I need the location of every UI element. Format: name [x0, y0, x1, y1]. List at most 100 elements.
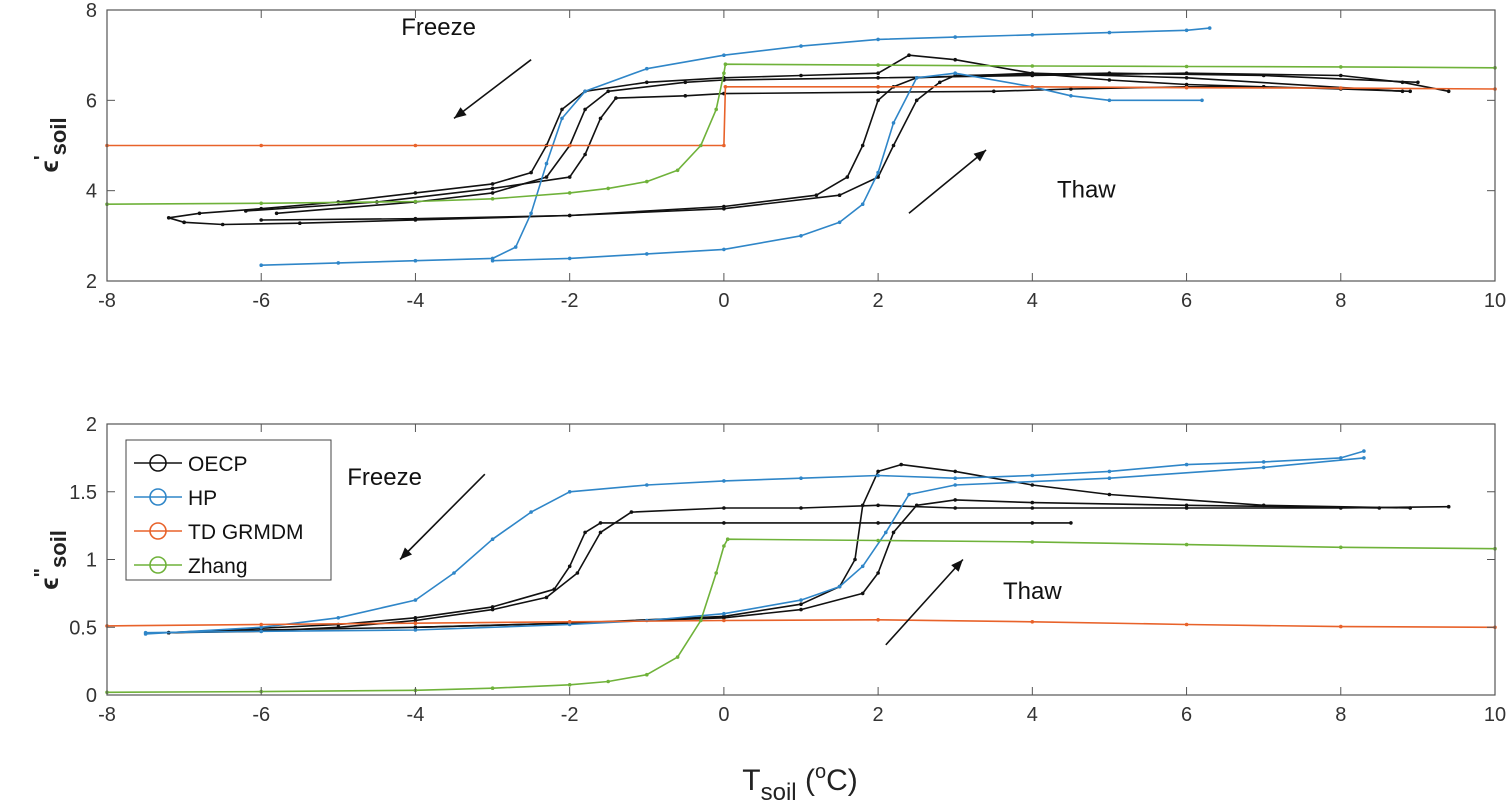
bottom-oecp-point: [413, 618, 418, 623]
top-td-grmdm-point: [876, 85, 880, 89]
bottom-hp-point: [1261, 460, 1266, 464]
top-oecp-point: [953, 57, 957, 62]
bottom-oecp-point: [891, 530, 896, 535]
bottom-oecp-point: [598, 521, 603, 525]
top-hp-point: [891, 121, 896, 125]
legend-item-hp: HP: [134, 487, 217, 510]
top-oecp-point: [1261, 73, 1266, 78]
legend-items: OECP HP TD GRMDM Zhang: [134, 453, 303, 578]
bottom-series-hp: [143, 449, 1366, 636]
top-td-grmdm-point: [723, 85, 728, 89]
bottom-oecp-point: [876, 571, 880, 575]
top-hp-point: [544, 161, 549, 166]
bottom-oecp-line-3: [415, 499, 1380, 629]
bottom-td-grmdm-point: [1339, 624, 1343, 629]
bottom-oecp-point: [629, 510, 634, 514]
bottom-oecp-line-2: [168, 522, 1071, 634]
bottom-series-layer: [105, 449, 1497, 695]
top-x-tick-label: -8: [98, 290, 116, 312]
top-oecp-point: [683, 80, 688, 85]
bottom-oecp-point: [799, 602, 803, 606]
legend-marker-td-grmdm: [149, 522, 167, 540]
top-oecp-point: [490, 182, 495, 186]
top-panel: -8 -6 -4 -2 0 2 4 6 8 10 2 4 6 8 Freeze Thaw ϵ'soil: [31, 0, 1506, 312]
bottom-oecp-point: [953, 469, 957, 474]
bottom-oecp-point: [1030, 521, 1035, 525]
top-zhang-point: [876, 63, 880, 67]
top-x-tick-label: 6: [1181, 290, 1192, 312]
top-oecp-point: [876, 98, 880, 103]
bottom-oecp-point: [853, 557, 857, 562]
top-hp-point: [799, 44, 803, 48]
top-hp-point: [560, 116, 564, 121]
bottom-oecp-point: [1030, 506, 1035, 510]
bottom-hp-point: [645, 483, 649, 487]
top-td-grmdm-point: [1339, 86, 1343, 90]
bottom-oecp-point: [1030, 500, 1035, 505]
bottom-x-tick-label: -6: [252, 704, 270, 726]
top-hp-point: [876, 37, 880, 42]
bottom-y-tick-label: 1: [86, 550, 97, 572]
top-td-grmdm-point: [722, 143, 726, 148]
bottom-oecp-point: [1107, 492, 1112, 497]
bottom-x-tick-label: 0: [718, 704, 729, 726]
bottom-zhang-point: [1030, 540, 1035, 544]
top-series-layer: [105, 26, 1497, 268]
top-oecp-point: [837, 193, 842, 197]
top-zhang-point: [413, 199, 418, 204]
bottom-oecp-point: [860, 503, 865, 508]
top-hp-point: [914, 76, 919, 80]
bottom-hp-point: [413, 598, 418, 602]
bottom-thaw-arrow-shaft: [885, 558, 964, 646]
top-x-tick-label: 2: [873, 290, 884, 312]
top-zhang-point: [567, 191, 572, 195]
bottom-x-tick-label: 4: [1027, 704, 1038, 726]
bottom-td-grmdm-point: [259, 622, 264, 627]
top-oecp-point: [490, 186, 495, 191]
bottom-hp-point: [1362, 456, 1366, 460]
bottom-oecp-point: [1184, 503, 1189, 508]
top-hp-point: [1207, 26, 1212, 30]
top-oecp-point: [614, 96, 618, 100]
bottom-oecp-point: [1408, 506, 1412, 510]
bottom-oecp-point: [876, 469, 880, 474]
bottom-zhang-point: [725, 537, 730, 541]
top-hp-point: [567, 256, 572, 261]
top-y-tick-label: 6: [86, 90, 97, 112]
top-oecp-point: [1400, 89, 1405, 94]
top-oecp-point: [876, 90, 880, 94]
bottom-oecp-point: [1446, 504, 1451, 509]
legend-label-hp: HP: [188, 487, 217, 510]
bottom-td-grmdm-point: [722, 618, 726, 623]
top-oecp-point: [891, 143, 896, 148]
top-hp-point: [799, 234, 803, 238]
top-x-tick-label: 10: [1484, 290, 1506, 312]
bottom-hp-point: [722, 611, 726, 616]
top-oecp-point: [583, 107, 587, 112]
bottom-oecp-point: [1030, 483, 1035, 487]
top-zhang-point: [645, 179, 649, 184]
top-oecp-point: [544, 175, 549, 179]
bottom-x-tick-label: 8: [1335, 704, 1346, 726]
top-oecp-point: [645, 80, 649, 85]
bottom-zhang-point: [1184, 542, 1189, 547]
bottom-freeze-arrow-shaft: [399, 473, 486, 561]
legend-label-zhang: Zhang: [188, 555, 248, 578]
top-hp-point: [1030, 33, 1035, 37]
top-td-grmdm-point: [413, 143, 418, 148]
top-oecp-point: [914, 98, 919, 103]
top-oecp-point: [1184, 76, 1189, 80]
top-hp-point: [259, 263, 264, 268]
bottom-zhang-point: [714, 571, 718, 575]
top-oecp-point: [567, 213, 572, 218]
bottom-oecp-point: [876, 521, 880, 525]
top-ticks-layer: -8 -6 -4 -2 0 2 4 6 8 10 2 4 6 8: [86, 0, 1506, 312]
top-x-tick-label: 8: [1335, 290, 1346, 312]
top-hp-point: [722, 53, 726, 57]
top-td-grmdm-point: [567, 143, 572, 148]
bottom-oecp-point: [583, 530, 587, 535]
bottom-x-tick-label: 2: [873, 704, 884, 726]
top-hp-point: [1184, 28, 1189, 33]
bottom-td-grmdm-point: [876, 618, 880, 622]
